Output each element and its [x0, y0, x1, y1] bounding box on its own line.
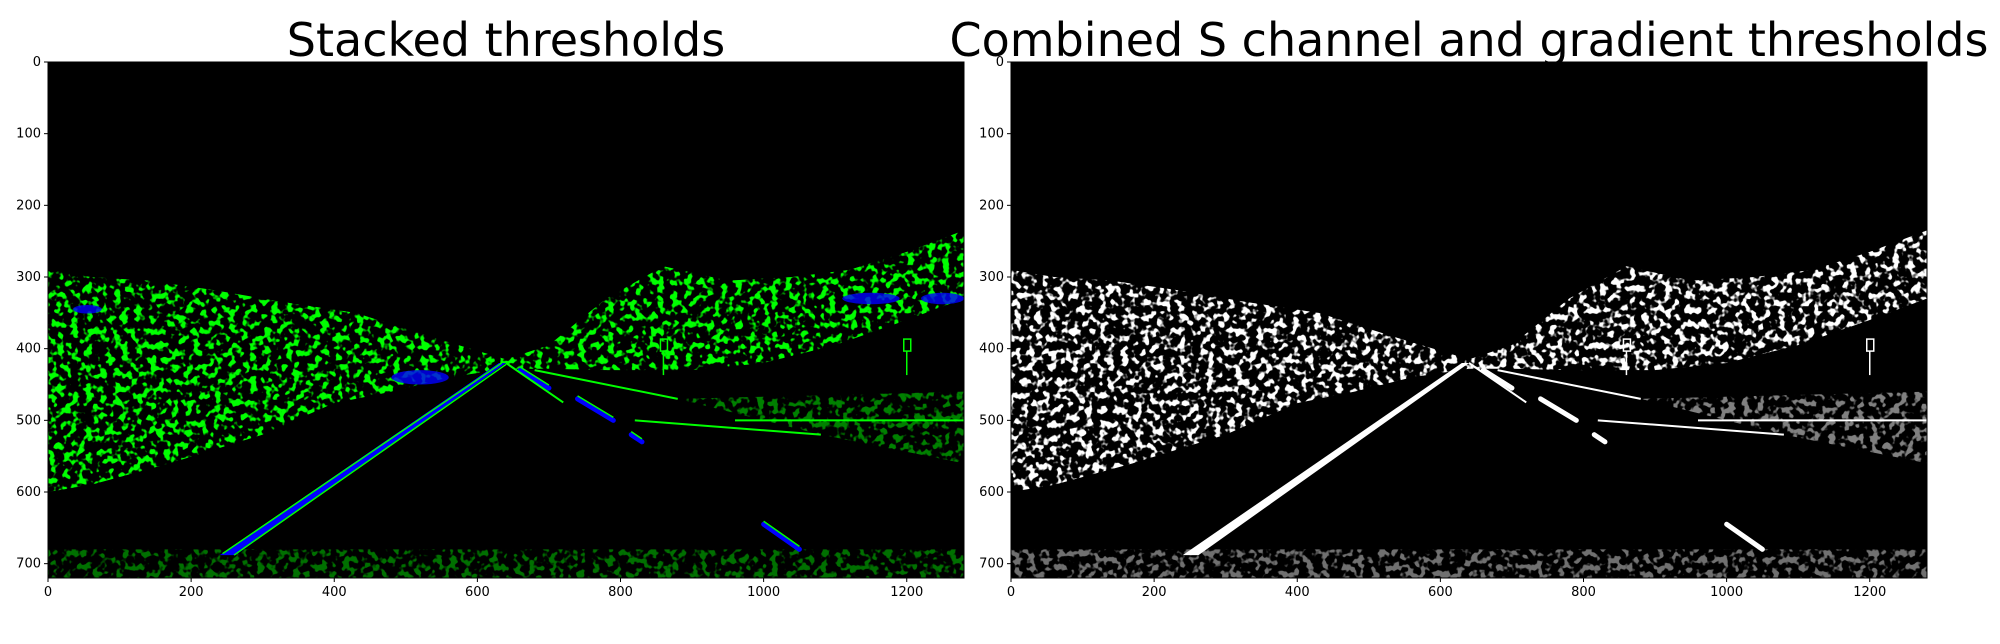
x-tick-label: 1200 [890, 585, 923, 600]
road-edge-line [1497, 369, 1641, 400]
road-edge-line [1468, 362, 1527, 404]
y-tick-label: 400 [979, 342, 1004, 357]
y-tick-label: 300 [979, 270, 1004, 285]
dashed-lane-marking [1538, 396, 1579, 423]
y-tick-label: 400 [16, 342, 41, 357]
y-tick-label: 500 [979, 413, 1004, 428]
y-tick-label: 0 [33, 55, 41, 70]
x-tick-label: 200 [179, 585, 204, 600]
panel-title: Stacked thresholds [287, 13, 725, 67]
y-tick-label: 100 [979, 127, 1004, 142]
y-tick-label: 700 [16, 557, 41, 572]
road-edge-line [1597, 419, 1784, 436]
blue-patch [391, 370, 449, 385]
x-tick-label: 400 [1285, 585, 1310, 600]
y-tick-label: 600 [16, 485, 41, 500]
road-edge-line [534, 369, 678, 400]
panel-stacked-thresholds: Stacked thresholds 0 200 400 600 800 1000 1200… [16, 13, 965, 600]
y-axis: 0 100 200 300 400 500 600 700 [16, 55, 48, 572]
dashed-lane-edge [577, 395, 614, 418]
blue-patch [921, 292, 964, 305]
road-edge-line [505, 362, 564, 404]
dashed-lane-edge [519, 366, 550, 386]
white-edge-pixels [1011, 62, 1927, 578]
dashed-lane-edge [630, 431, 643, 440]
y-axis: 0 100 200 300 400 500 600 700 [979, 55, 1011, 572]
panel-combined-thresholds: Combined S channel and gradient threshol… [950, 13, 1989, 600]
dashed-lane-marking [1480, 367, 1515, 391]
y-tick-label: 200 [16, 198, 41, 213]
dashed-lane-marking [761, 521, 802, 552]
road-edge-line [634, 419, 821, 436]
panel-title: Combined S channel and gradient threshol… [950, 13, 1989, 67]
axes-frame [47, 61, 965, 579]
dashed-lane-edge [763, 520, 800, 547]
axes-frame [1010, 61, 1928, 579]
dashed-lane-marking [517, 367, 552, 391]
binary-image [1011, 62, 1927, 578]
x-tick-label: 800 [608, 585, 633, 600]
dashed-lane-marking [575, 396, 616, 423]
x-tick-label: 0 [44, 585, 52, 600]
dashed-lane-marking [1591, 432, 1608, 445]
y-tick-label: 100 [16, 127, 41, 142]
x-tick-label: 600 [465, 585, 490, 600]
y-tick-label: 200 [979, 198, 1004, 213]
y-tick-label: 700 [979, 557, 1004, 572]
x-tick-label: 600 [1428, 585, 1453, 600]
x-tick-label: 400 [322, 585, 347, 600]
lane-lines [1182, 338, 1927, 556]
y-tick-label: 0 [996, 55, 1004, 70]
blue-patch [73, 304, 102, 314]
x-tick-label: 0 [1007, 585, 1015, 600]
x-axis: 0 200 400 600 800 1000 1200 [44, 578, 923, 600]
lane-line-edge [233, 363, 507, 556]
x-tick-label: 1000 [747, 585, 780, 600]
green-edge-pixels [48, 62, 964, 578]
threshold-image [48, 62, 964, 578]
x-tick-label: 800 [1571, 585, 1596, 600]
x-axis: 0 200 400 600 800 1000 1200 [1007, 578, 1886, 600]
y-tick-label: 300 [16, 270, 41, 285]
x-tick-label: 1200 [1853, 585, 1886, 600]
dashed-lane-marking [1724, 521, 1765, 552]
blue-patch [842, 292, 900, 305]
dashed-lane-marking [628, 432, 645, 445]
lane-lines [73, 292, 964, 556]
solid-lane-line [1182, 363, 1469, 556]
x-tick-label: 1000 [1710, 585, 1743, 600]
y-tick-label: 500 [16, 413, 41, 428]
lane-line-edge [222, 362, 503, 555]
y-tick-label: 600 [979, 485, 1004, 500]
x-tick-label: 200 [1142, 585, 1167, 600]
